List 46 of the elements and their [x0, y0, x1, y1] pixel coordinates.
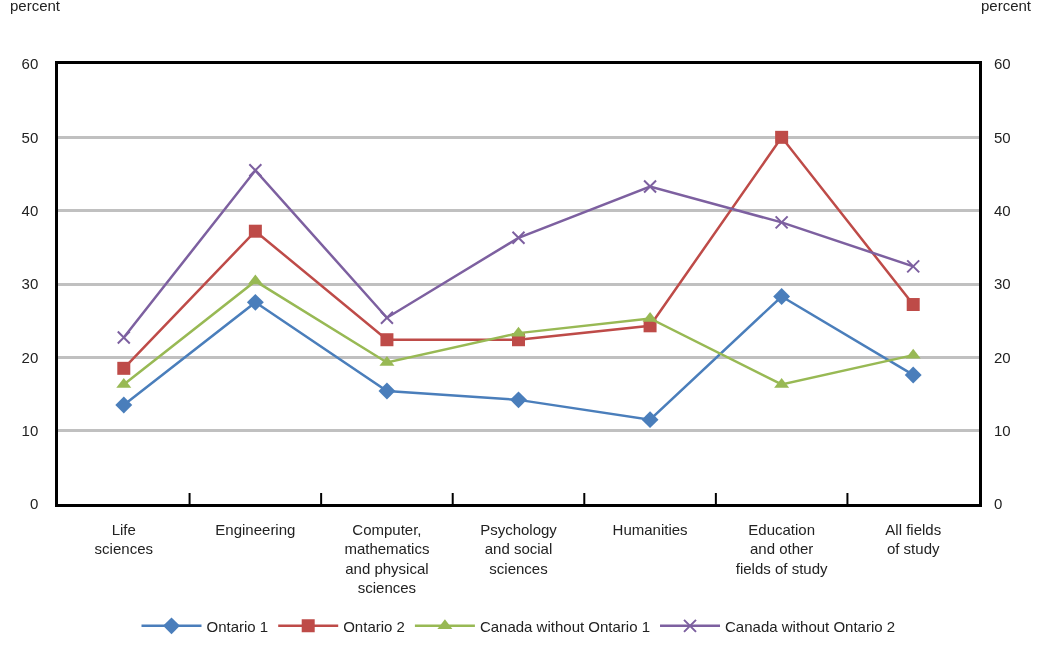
y-tick-label: 60: [21, 55, 39, 73]
legend-label: Canada without Ontario 2: [725, 617, 896, 635]
point: [906, 298, 920, 312]
x-tick-label: Computer, mathematics and physical sciences: [344, 520, 430, 597]
point: [643, 179, 658, 194]
y2-tick-label: 20: [994, 348, 1011, 366]
point: [117, 361, 131, 375]
point: [116, 330, 131, 345]
legend-label: Canada without Ontario 1: [479, 617, 651, 635]
point: [511, 230, 526, 245]
point: [773, 288, 791, 305]
point: [248, 224, 262, 238]
y2-axis-title: percent: [981, 0, 1032, 14]
legend-label: Ontario 2: [343, 617, 405, 635]
y-tick-label: 0: [29, 495, 39, 513]
point: [904, 366, 922, 384]
y-tick-label: 10: [21, 421, 39, 439]
y2-tick-label: 50: [994, 128, 1011, 146]
y-tick-label: 40: [21, 201, 39, 219]
point: [510, 391, 527, 409]
point: [775, 130, 789, 144]
x-tick-label: All fields of study: [885, 520, 942, 558]
y2-tick-label: 30: [994, 275, 1011, 293]
y2-tick-label: 10: [994, 421, 1011, 439]
y-tick-label: 20: [21, 348, 39, 366]
legend-label: Ontario 1: [206, 617, 269, 635]
point: [246, 293, 264, 311]
y-axis-title: percent: [10, 0, 61, 14]
x-tick-label: Education and other fields of study: [735, 520, 828, 577]
x-tick-label: Humanities: [612, 520, 688, 538]
y2-tick-label: 40: [994, 201, 1011, 219]
point: [378, 382, 396, 400]
point: [641, 411, 659, 429]
x-tick-label: Psychology and social sciences: [480, 520, 558, 577]
y2-tick-label: 0: [994, 495, 1003, 513]
y-tick-label: 50: [21, 128, 39, 146]
point: [248, 163, 263, 178]
y-tick-label: 30: [21, 275, 39, 293]
point: [379, 310, 394, 325]
y2-tick-label: 60: [994, 55, 1011, 73]
point: [115, 396, 133, 414]
x-tick-label: Engineering: [215, 520, 296, 538]
point: [906, 259, 921, 274]
point: [774, 215, 789, 230]
x-tick-label: Life sciences: [94, 520, 153, 558]
point: [380, 333, 394, 347]
